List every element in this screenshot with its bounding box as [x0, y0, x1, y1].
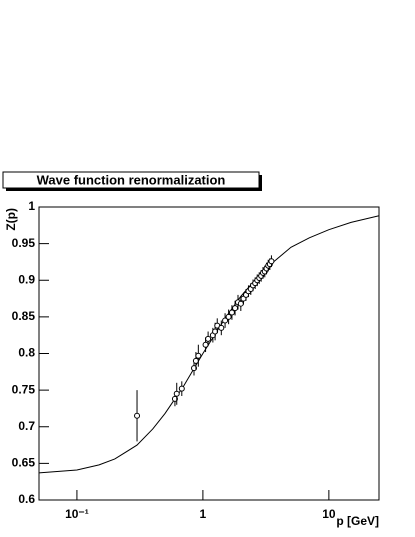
data-point: [268, 258, 275, 265]
y-tick-label: 0.8: [18, 346, 35, 360]
x-tick-label: 10: [322, 507, 336, 521]
x-tick-label: 1: [200, 507, 207, 521]
chart-title: Wave function renormalization: [37, 172, 226, 187]
data-point: [195, 352, 202, 359]
y-axis-label: Z(p): [4, 208, 18, 231]
title-box: [2, 171, 260, 189]
y-tick-label: 0.85: [12, 309, 36, 323]
x-axis-label: p [GeV]: [336, 514, 379, 528]
y-tick-label: 0.75: [12, 382, 36, 396]
data-point: [218, 324, 225, 331]
data-point: [178, 385, 185, 392]
y-tick-label: 0.7: [18, 419, 35, 433]
y-tick-label: 0.65: [12, 456, 36, 470]
data-point: [222, 317, 229, 324]
data-point: [225, 313, 232, 320]
data-point: [232, 305, 239, 312]
data-point: [191, 365, 198, 372]
plot-frame: [38, 206, 380, 501]
data-point: [202, 341, 209, 348]
data-point: [134, 412, 141, 419]
curve: [38, 215, 380, 474]
data-point: [192, 357, 199, 364]
data-point: [205, 335, 212, 342]
data-point: [228, 309, 235, 316]
y-tick-label: 0.6: [18, 492, 35, 506]
y-tick-label: 1: [28, 199, 35, 213]
x-tick-label: 10⁻¹: [65, 507, 89, 521]
y-tick-label: 0.95: [12, 236, 36, 250]
data-point: [171, 395, 178, 402]
data-point: [237, 300, 244, 307]
data-point: [173, 390, 180, 397]
y-tick-label: 0.9: [18, 272, 35, 286]
